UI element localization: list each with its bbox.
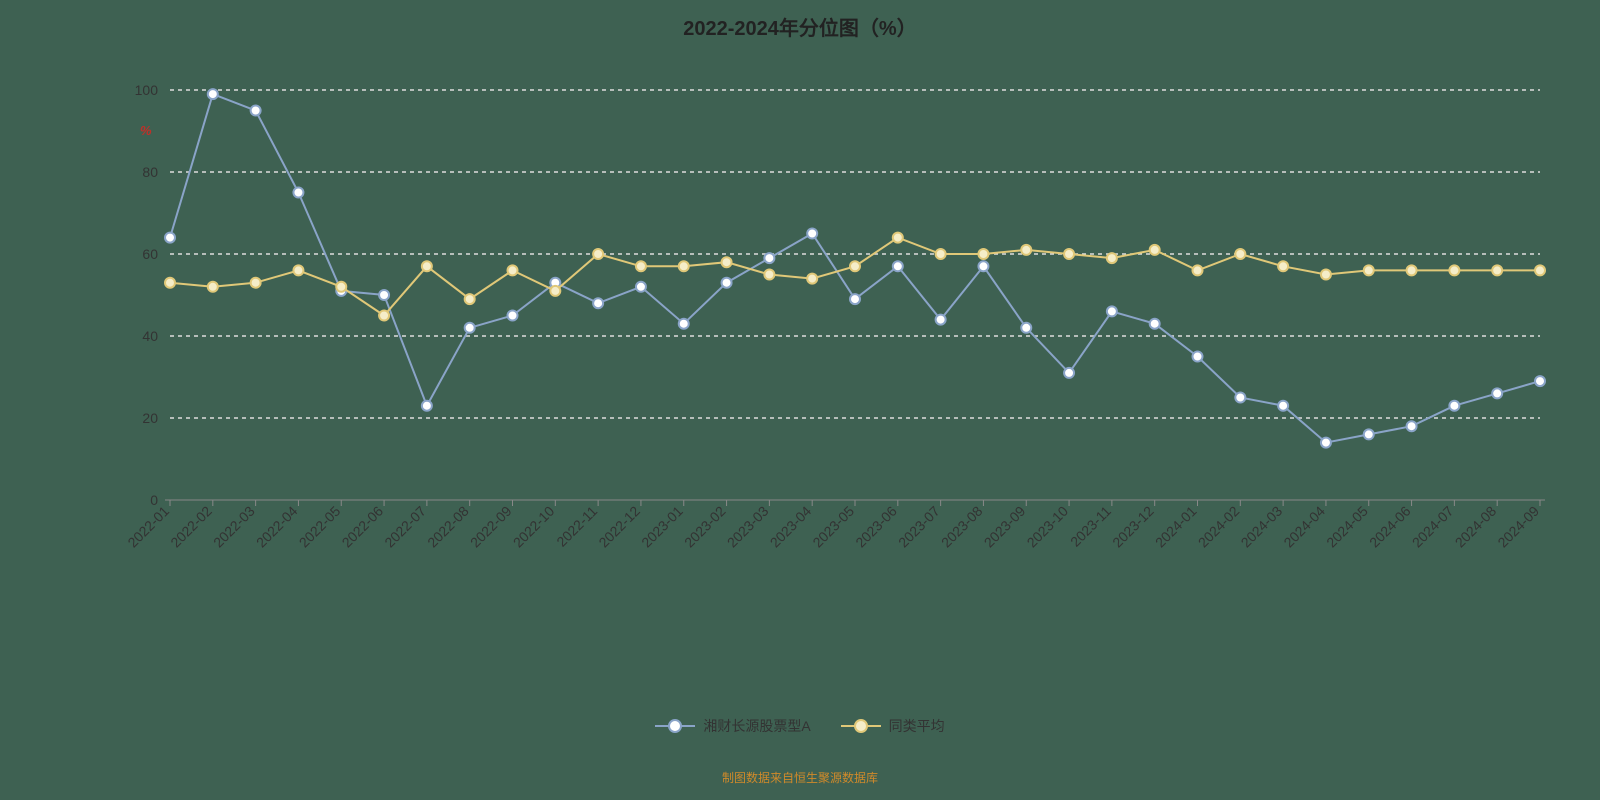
svg-text:2022-10: 2022-10 bbox=[510, 503, 558, 551]
svg-text:2023-02: 2023-02 bbox=[681, 503, 729, 551]
legend-label: 湘财长源股票型A bbox=[703, 716, 810, 736]
svg-text:2023-08: 2023-08 bbox=[938, 503, 986, 551]
chart-svg: 0204060801002022-012022-022022-032022-04… bbox=[0, 0, 1600, 800]
svg-text:2022-02: 2022-02 bbox=[167, 503, 215, 551]
svg-text:2023-01: 2023-01 bbox=[638, 503, 686, 551]
svg-text:2023-03: 2023-03 bbox=[724, 503, 772, 551]
svg-text:2022-07: 2022-07 bbox=[381, 503, 429, 551]
svg-text:2023-05: 2023-05 bbox=[809, 503, 857, 551]
svg-text:2024-06: 2024-06 bbox=[1366, 503, 1414, 551]
svg-text:2023-11: 2023-11 bbox=[1067, 503, 1114, 550]
svg-text:60: 60 bbox=[142, 246, 158, 262]
legend-item[interactable]: 湘财长源股票型A bbox=[655, 716, 810, 736]
svg-text:2023-06: 2023-06 bbox=[852, 503, 900, 551]
svg-text:2022-06: 2022-06 bbox=[339, 503, 387, 551]
svg-text:2022-08: 2022-08 bbox=[424, 503, 472, 551]
svg-text:2023-04: 2023-04 bbox=[767, 503, 815, 551]
chart-legend: 湘财长源股票型A 同类平均 bbox=[0, 716, 1600, 737]
svg-text:2024-08: 2024-08 bbox=[1452, 503, 1500, 551]
svg-text:2023-10: 2023-10 bbox=[1024, 503, 1072, 551]
svg-text:2024-07: 2024-07 bbox=[1409, 503, 1457, 551]
svg-text:2024-04: 2024-04 bbox=[1280, 503, 1328, 551]
chart-container: 2022-2024年分位图（%） % 0204060801002022-0120… bbox=[0, 0, 1600, 800]
svg-text:2023-12: 2023-12 bbox=[1109, 503, 1157, 551]
svg-text:2024-02: 2024-02 bbox=[1195, 503, 1243, 551]
svg-text:2022-11: 2022-11 bbox=[553, 503, 600, 550]
svg-text:2022-01: 2022-01 bbox=[124, 503, 172, 551]
svg-text:2023-07: 2023-07 bbox=[895, 503, 943, 551]
legend-item[interactable]: 同类平均 bbox=[841, 716, 945, 736]
svg-text:80: 80 bbox=[142, 164, 158, 180]
svg-text:2023-09: 2023-09 bbox=[981, 503, 1029, 551]
svg-text:20: 20 bbox=[142, 410, 158, 426]
legend-label: 同类平均 bbox=[889, 716, 945, 736]
svg-text:2022-03: 2022-03 bbox=[210, 503, 258, 551]
svg-text:2022-04: 2022-04 bbox=[253, 503, 301, 551]
svg-text:2024-05: 2024-05 bbox=[1323, 503, 1371, 551]
chart-footer: 制图数据来自恒生聚源数据库 bbox=[0, 769, 1600, 786]
svg-text:2022-09: 2022-09 bbox=[467, 503, 515, 551]
svg-text:2024-09: 2024-09 bbox=[1494, 503, 1542, 551]
svg-text:100: 100 bbox=[135, 82, 159, 98]
svg-text:2022-12: 2022-12 bbox=[595, 503, 643, 551]
svg-text:2024-01: 2024-01 bbox=[1152, 503, 1200, 551]
svg-text:2024-03: 2024-03 bbox=[1238, 503, 1286, 551]
svg-text:40: 40 bbox=[142, 328, 158, 344]
legend-swatch bbox=[841, 718, 881, 734]
legend-swatch bbox=[655, 718, 695, 734]
svg-text:2022-05: 2022-05 bbox=[296, 503, 344, 551]
